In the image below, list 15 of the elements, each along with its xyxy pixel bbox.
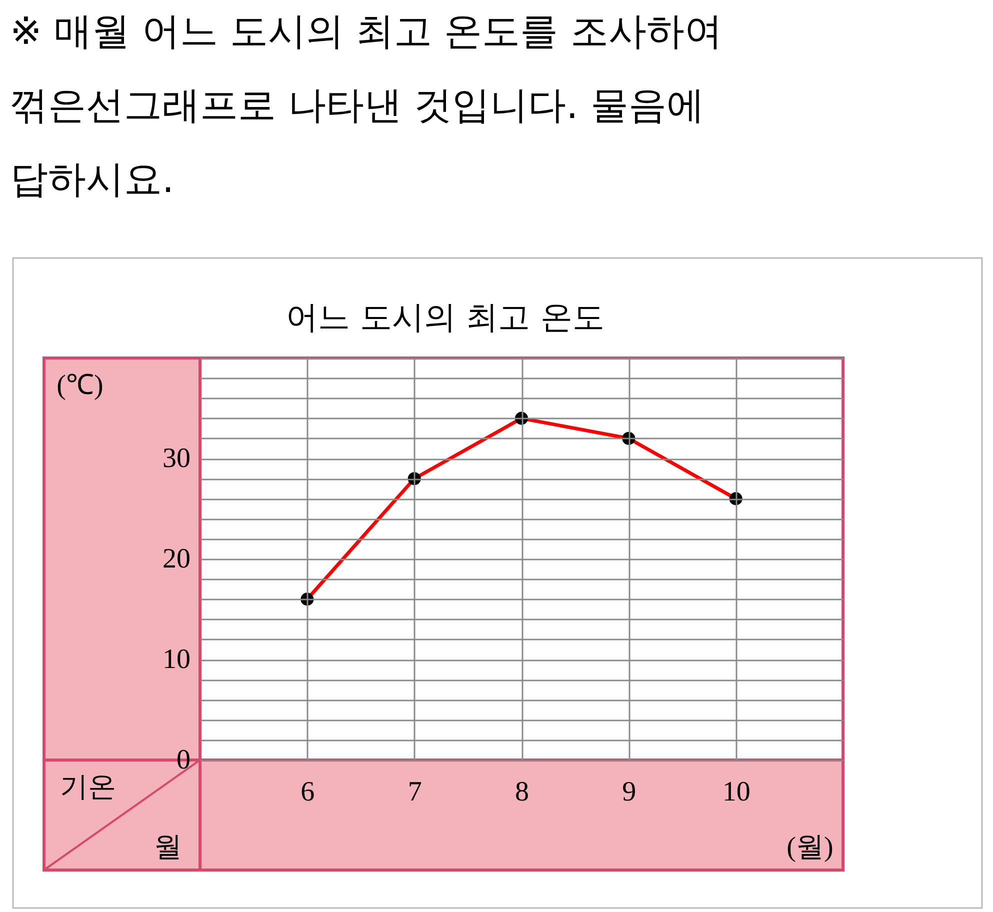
text: ※ 매월 어느 도시의 최고 온도를 조사하여 꺾은선그래프로 나타낸 것입니다. 물음에 답하시요.	[10, 9, 722, 201]
x-tick-label: 9	[622, 776, 636, 808]
y-tick-label: 0	[176, 744, 190, 776]
y-tick-label: 30	[162, 443, 190, 474]
text: 월	[154, 832, 182, 863]
x-tick-label: 8	[515, 776, 529, 808]
y-tick-label: 10	[162, 644, 190, 675]
y-axis-title: (℃)	[56, 370, 104, 401]
x-tick-label: 6	[300, 776, 315, 808]
text: 기온	[60, 772, 116, 803]
x-tick-label: 7	[408, 776, 422, 808]
y-tick-label: 20	[162, 544, 190, 574]
x-axis-title: (월)	[786, 832, 834, 863]
x-tick-label: 10	[722, 776, 750, 808]
chart-title: 어느 도시의 최고 온도	[286, 298, 604, 336]
